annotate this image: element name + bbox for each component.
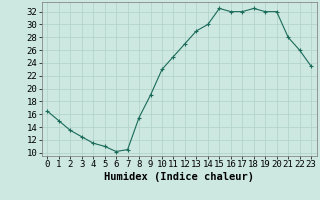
X-axis label: Humidex (Indice chaleur): Humidex (Indice chaleur) [104,172,254,182]
